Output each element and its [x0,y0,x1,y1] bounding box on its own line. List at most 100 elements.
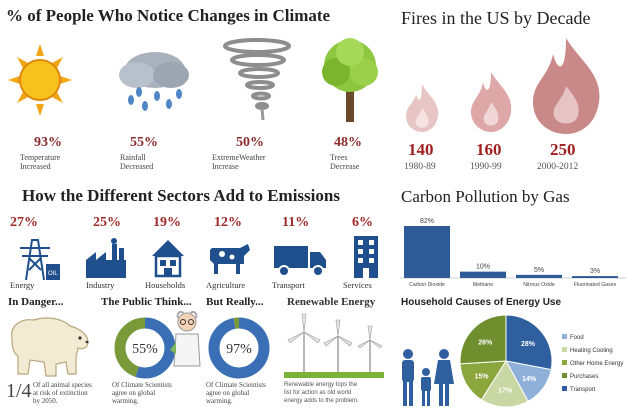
climate-title: % of People Who Notice Changes in Climat… [6,6,331,25]
climate-label-0-line1: Temperature [20,153,61,162]
fires-value-2: 250 [550,140,576,159]
renewable-text-1: Renewable energy tops the [284,382,358,388]
gas-bar-chart: 82% Carbon Dioxide 10% Methane 5% Nitrous Oxi… [400,218,626,288]
public-text-3: warming. [112,397,139,405]
truck-icon [274,246,326,277]
really-text-2: agree on global [206,389,250,397]
renewable-title: Renewable Energy [287,296,376,308]
sector-pct-5: 6% [352,215,373,230]
sector-pct-2: 19% [153,215,181,230]
pie-slice [459,314,507,365]
public-text: Of Climate Scientists agree on global wa… [112,381,172,405]
gas-value-label: 82% [420,218,434,225]
gas-bar [460,271,506,278]
legend-swatch [562,347,567,352]
fires-period-0: 1980-89 [404,162,436,172]
gas-title: Carbon Pollution by Gas [401,187,570,206]
sector-pct-1: 25% [93,215,121,230]
polar-bear-icon [11,317,89,377]
public-text-2: agree on global [112,389,156,397]
legend-swatch [562,360,567,365]
sector-pct-0: 27% [10,215,38,230]
legend-label: Other Home Energy [570,361,623,367]
household-legend: Food Heating Cooling Other Home Energy Purc… [562,334,623,393]
wind-turbine-icon [284,313,384,378]
sun-icon [8,44,72,116]
renewable-text-2: list for action as old world [284,390,352,396]
danger-text-3: by 2050. [33,397,58,405]
really-donut-chart: 97% [208,317,270,379]
gas-category-label: Methane [473,282,493,288]
climate-label-1-line2: Decreased [120,162,154,171]
sector-label-3: Agriculture [206,280,246,290]
legend-label: Heating Cooling [570,348,613,354]
gas-category-label: Carbon Dioxide [409,282,445,288]
family-icon [402,349,454,406]
scientist-icon [170,310,201,367]
sector-label-2: Households [145,280,186,290]
donut-segment [208,317,270,379]
climate-label-2-line2: Increase [212,162,239,171]
public-text-1: Of Climate Scientists [112,381,172,389]
public-title: The Public Think... [101,296,192,308]
really-text-3: warming. [206,397,233,405]
cow-icon [210,244,250,274]
house-icon [152,240,184,278]
flame-icon-medium [471,72,512,132]
household-pie-chart: 28% 14% 17% 15% 26% [459,314,553,408]
legend-label: Purchases [570,374,598,380]
svg-text:OIL: OIL [48,271,58,277]
climate-label-2: ExtremeWeather Increase [212,153,266,171]
climate-label-3-line1: Trees [330,153,348,162]
gas-value-label: 5% [534,267,544,274]
fires-period-2: 2000-2012 [537,162,579,172]
climate-pct-0: 93% [34,135,62,150]
gas-bar [404,226,450,278]
tornado-icon [223,38,291,121]
factory-icon [86,238,126,278]
climate-label-3: Trees Decrease [330,153,359,171]
climate-label-0-line2: Increased [20,162,51,171]
gas-bar [516,274,562,278]
legend-label: Food [570,335,584,341]
fires-title: Fires in the US by Decade [401,8,591,28]
fires-value-0: 140 [408,140,434,159]
legend-swatch [562,386,567,391]
fires-period-1: 1990-99 [470,162,502,172]
really-text: Of Climate Scientists agree on global wa… [206,381,266,405]
sectors-title: How the Different Sectors Add to Emissio… [22,186,340,205]
legend-swatch [562,334,567,339]
sector-pct-3: 12% [214,215,242,230]
legend-swatch [562,373,567,378]
gas-value-label: 3% [590,268,600,275]
sector-label-4: Transport [272,280,305,290]
building-icon [354,236,378,278]
climate-label-1-line1: Rainfall [120,153,146,162]
donut-value-label: 97% [226,342,252,357]
pie-slice [505,314,553,371]
danger-title: In Danger... [8,296,64,308]
fires-value-1: 160 [476,140,502,159]
climate-label-3-line2: Decrease [330,162,360,171]
donut-value-label: 55% [132,342,158,357]
legend-label: Transport [570,387,596,393]
rain-cloud-icon [119,52,189,111]
climate-label-1: Rainfall Decreased [120,153,153,171]
danger-text: Of all animal species at risk of extinct… [33,381,92,405]
gas-category-label: Fluorinated Gases [574,282,617,288]
flame-icon-large [533,38,600,134]
pie-slice [480,360,529,408]
climate-pct-2: 50% [236,135,264,150]
sector-label-1: Industry [86,280,115,290]
really-title: But Really... [206,296,264,308]
danger-text-1: Of all animal species [33,381,92,389]
renewable-text: Renewable energy tops the list for actio… [284,381,359,405]
power-pylon-icon: OIL [20,239,60,280]
sector-label-5: Services [343,280,372,290]
pie-value-label: 17% [498,388,513,395]
pie-value-label: 14% [522,376,537,383]
donut-segment [114,317,176,379]
flame-icon-small [406,84,439,132]
climate-pct-3: 48% [334,135,362,150]
tree-icon [322,38,378,122]
